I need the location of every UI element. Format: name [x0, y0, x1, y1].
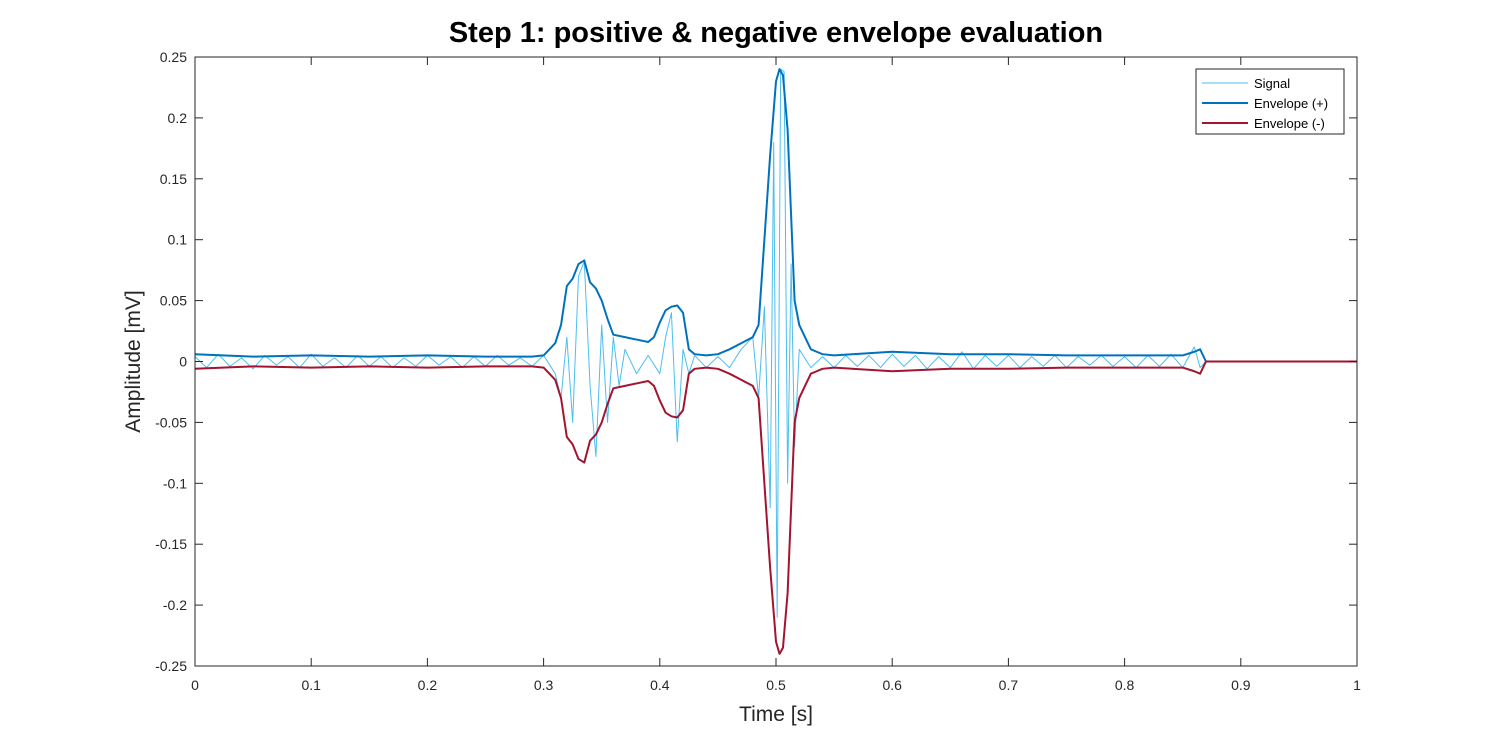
y-tick-label: 0: [179, 354, 187, 370]
series-line-2: [194, 360, 1357, 655]
series-line-1: [194, 68, 1357, 363]
y-tick-label: 0.2: [168, 110, 188, 126]
series-layer: [194, 68, 1357, 655]
y-axis-label: Amplitude [mV]: [122, 290, 145, 432]
y-tick-label: -0.1: [163, 475, 187, 491]
legend-label: Envelope (-): [1254, 116, 1325, 131]
y-tick-label: -0.15: [155, 536, 187, 552]
y-tick-label: -0.05: [155, 414, 187, 430]
x-tick-label: 0.5: [766, 677, 786, 693]
y-tick-label: 0.15: [160, 171, 187, 187]
legend-label: Envelope (+): [1254, 96, 1328, 111]
y-tick-label: 0.1: [168, 232, 188, 248]
x-tick-label: 0.4: [650, 677, 670, 693]
x-tick-label: 0.8: [1115, 677, 1135, 693]
plot-area: [195, 57, 1357, 666]
y-tick-label: 0.25: [160, 49, 187, 65]
x-tick-label: 0.7: [999, 677, 1019, 693]
x-tick-label: 1: [1353, 677, 1361, 693]
y-tick-label: 0.05: [160, 293, 187, 309]
y-tick-label: -0.25: [155, 658, 187, 674]
x-axis: 0 0.1 0.2 0.3 0.4 0.5 0.6 0.7 0.8 0.9 1: [191, 57, 1361, 693]
x-axis-label: Time [s]: [739, 703, 813, 726]
x-tick-label: 0: [191, 677, 199, 693]
legend-label: Signal: [1254, 76, 1290, 91]
y-axis: -0.25 -0.2 -0.15 -0.1 -0.05 0 0.05 0.1 0.15 0.2 0.…: [155, 49, 1357, 674]
legend: Signal Envelope (+) Envelope (-): [1195, 68, 1345, 135]
chart-title: Step 1: positive & negative envelope eva…: [449, 17, 1103, 49]
x-tick-label: 0.3: [534, 677, 554, 693]
x-tick-label: 0.6: [882, 677, 902, 693]
x-tick-label: 0.2: [418, 677, 438, 693]
y-tick-label: -0.2: [163, 597, 187, 613]
x-tick-label: 0.9: [1231, 677, 1251, 693]
x-tick-label: 0.1: [301, 677, 321, 693]
